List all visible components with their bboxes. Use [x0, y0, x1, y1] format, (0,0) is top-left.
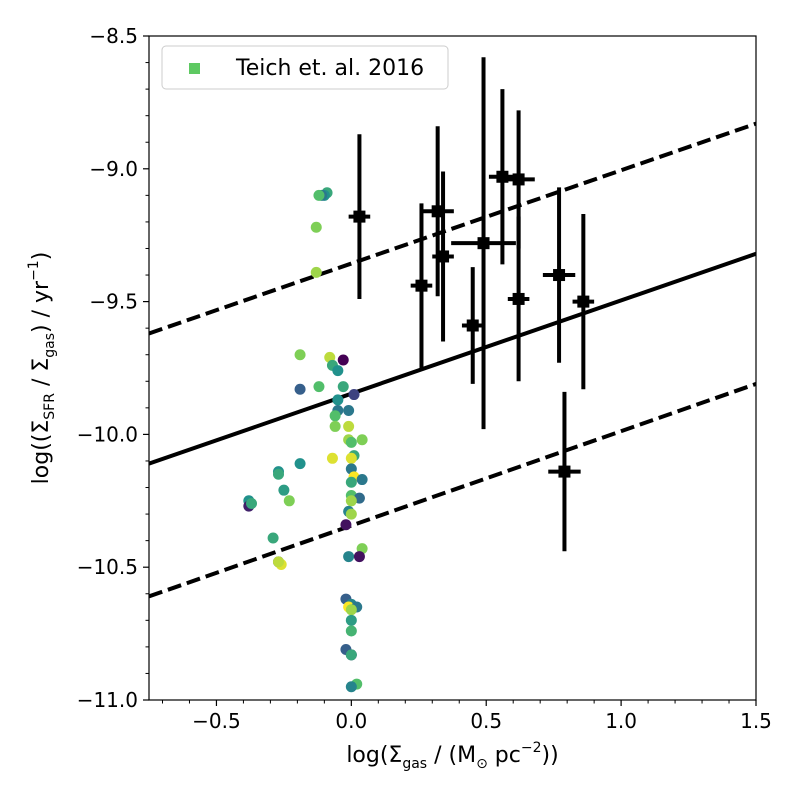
errorbar-point-4	[461, 267, 484, 384]
teich-point-61	[345, 649, 357, 661]
teich-point-51	[272, 556, 284, 568]
plot-frame	[148, 35, 757, 701]
x-axis-ticks: −0.5 0.0 0.5 1.0 1.5	[161, 700, 772, 733]
legend: Teich et. al. 2016	[161, 45, 449, 90]
teich-point-34	[278, 484, 290, 496]
solid-fit-line	[149, 251, 756, 466]
teich-point-40	[246, 497, 258, 509]
teich-point-15	[332, 394, 344, 406]
square-marker	[353, 210, 366, 223]
teich-point-17	[329, 410, 341, 422]
teich-point-48	[353, 551, 365, 563]
errorbar-point-3	[432, 171, 454, 342]
teich-point-19	[329, 420, 341, 432]
teich-point-43	[345, 508, 357, 520]
teich-point-41	[345, 495, 357, 507]
teich-point-14	[348, 389, 360, 401]
teich-point-3	[313, 189, 325, 201]
teich-point-8	[337, 354, 349, 366]
errorbar-points	[348, 57, 595, 552]
teich-point-25	[345, 452, 357, 464]
y-tick-label: −9.5	[89, 290, 138, 314]
x-tick-label: 0.0	[335, 709, 367, 733]
errorbar-point-1	[410, 203, 433, 368]
teich-point-23	[356, 434, 368, 446]
square-marker	[512, 173, 525, 186]
teich-point-10	[332, 365, 344, 377]
errorbar-point-8	[507, 216, 530, 382]
square-marker	[415, 279, 428, 292]
dashed-fit-line-2	[149, 382, 756, 599]
teich-point-26	[326, 452, 338, 464]
square-marker	[577, 295, 590, 308]
teich-point-47	[343, 551, 355, 563]
teich-point-58	[345, 625, 357, 637]
teich-point-45	[267, 532, 279, 544]
teich-point-63	[345, 681, 357, 693]
teich-point-6	[294, 349, 306, 361]
x-tick-label: 0.5	[470, 709, 502, 733]
legend-label: Teich et. al. 2016	[235, 56, 424, 81]
y-tick-label: −10.5	[77, 555, 138, 579]
y-axis-ticks: −11.0 −10.5 −10.0 −9.5 −9.0 −8.5	[77, 24, 149, 712]
y-axis-label: log((ΣSFR / Σgas) / yr−1)	[26, 252, 58, 485]
plot-background	[149, 36, 756, 700]
errorbar-point-5	[451, 57, 516, 430]
dashed-fit-line-1	[149, 121, 756, 336]
teich-point-38	[283, 495, 295, 507]
square-marker	[558, 465, 571, 478]
y-tick-label: −10.0	[77, 422, 138, 446]
teich-point-57	[345, 614, 357, 626]
y-tick-label: −9.0	[89, 157, 138, 181]
teich-point-44	[340, 519, 352, 531]
square-marker	[477, 237, 490, 250]
square-marker	[512, 292, 525, 305]
legend-marker	[189, 63, 200, 74]
errorbar-point-0	[348, 134, 371, 299]
errorbar-point-11	[572, 213, 595, 390]
teich-point-22	[345, 436, 357, 448]
teich-point-4	[310, 221, 322, 233]
teich-point-12	[294, 383, 306, 395]
errorbar-point-2	[421, 126, 454, 297]
fit-lines	[149, 121, 756, 599]
y-tick-label: −11.0	[77, 688, 138, 712]
teich-points	[243, 187, 368, 693]
teich-point-20	[343, 420, 355, 432]
teich-point-30	[272, 468, 284, 480]
x-tick-label: −0.5	[192, 709, 241, 733]
y-tick-label: −8.5	[89, 24, 138, 48]
x-tick-label: 1.5	[740, 709, 772, 733]
teich-point-13	[337, 381, 349, 393]
teich-point-32	[356, 474, 368, 486]
square-marker	[437, 250, 450, 263]
errorbar-point-9	[542, 187, 576, 363]
legend-box	[161, 45, 449, 90]
x-axis-label: log(Σgas / (M⊙ pc−2))	[346, 740, 558, 772]
square-marker	[553, 269, 566, 282]
square-marker	[431, 205, 444, 218]
teich-point-18	[343, 404, 355, 416]
teich-point-27	[294, 458, 306, 470]
teich-point-33	[345, 476, 357, 488]
errorbar-point-10	[548, 391, 581, 552]
x-tick-label: 1.0	[605, 709, 637, 733]
teich-point-5	[310, 266, 322, 278]
teich-point-56	[345, 604, 357, 616]
square-marker	[466, 319, 479, 332]
teich-point-11	[313, 381, 325, 393]
